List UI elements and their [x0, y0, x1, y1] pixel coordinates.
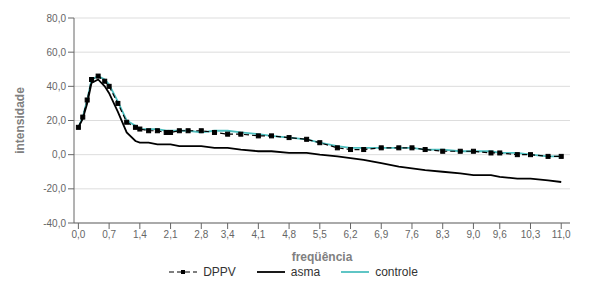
html-text:DPPV: DPPV: [203, 265, 236, 279]
svg-text:-20,0: -20,0: [43, 183, 66, 194]
svg-text:freqüência: freqüência: [292, 250, 353, 264]
svg-text:2,8: 2,8: [194, 229, 208, 240]
svg-text:8,3: 8,3: [436, 229, 450, 240]
svg-text:6,2: 6,2: [344, 229, 358, 240]
svg-text:1,4: 1,4: [133, 229, 147, 240]
svg-text:intensidade: intensidade: [13, 87, 27, 154]
html-text:controle: controle: [375, 265, 418, 279]
svg-text:20,0: 20,0: [47, 115, 67, 126]
svg-text:60,0: 60,0: [47, 47, 67, 58]
svg-text:7,6: 7,6: [405, 229, 419, 240]
svg-text:40,0: 40,0: [47, 81, 67, 92]
svg-text:0,0: 0,0: [71, 229, 85, 240]
svg-text:6,9: 6,9: [374, 229, 388, 240]
svg-text:-40,0: -40,0: [43, 218, 66, 229]
svg-text:10,3: 10,3: [521, 229, 541, 240]
svg-text:80,0: 80,0: [47, 13, 67, 24]
svg-text:11,0: 11,0: [552, 229, 571, 240]
svg-text:0,7: 0,7: [102, 229, 116, 240]
svg-text:3,4: 3,4: [221, 229, 235, 240]
svg-text:9,0: 9,0: [466, 229, 480, 240]
svg-text:9,6: 9,6: [493, 229, 507, 240]
svg-text:2,1: 2,1: [164, 229, 178, 240]
svg-text:4,1: 4,1: [251, 229, 265, 240]
svg-text:5,5: 5,5: [313, 229, 327, 240]
svg-text:0,0: 0,0: [52, 149, 66, 160]
html-text:asma: asma: [290, 265, 321, 279]
svg-text:4,8: 4,8: [282, 229, 296, 240]
